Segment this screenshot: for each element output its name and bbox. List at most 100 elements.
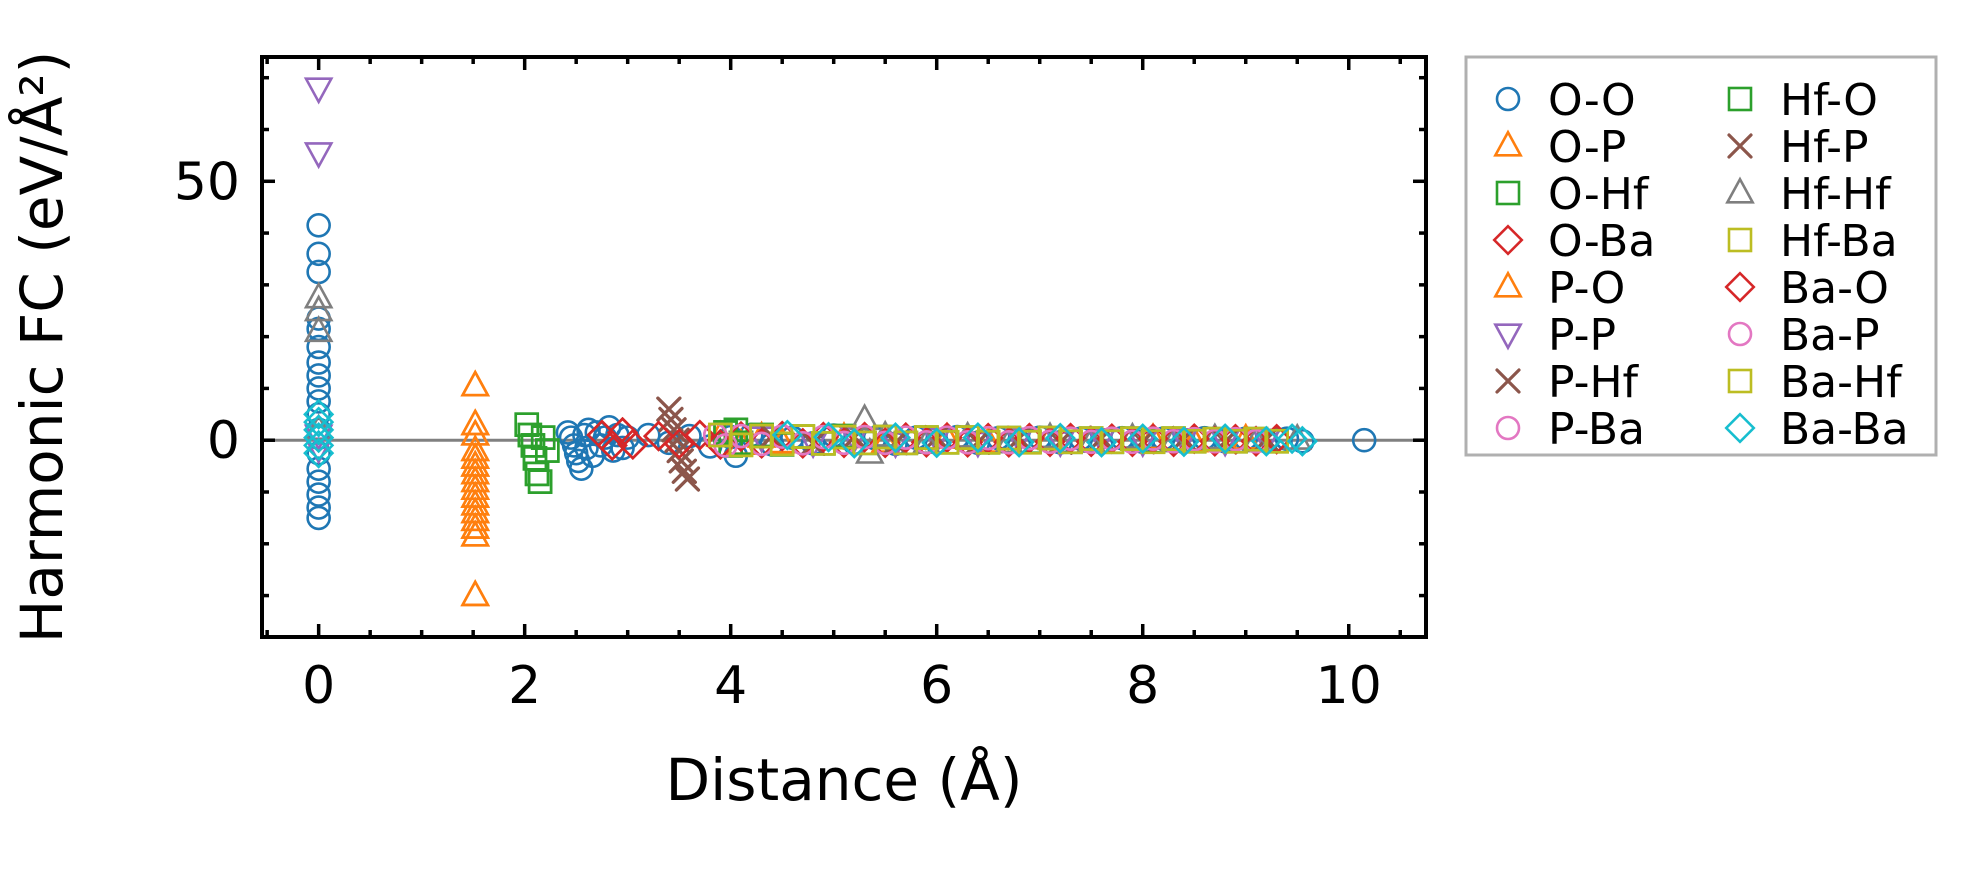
ticks: 0 2 4 6 8 10 0 50 [174,57,1426,716]
y-axis-title: Harmonic FC (eV/Å²) [7,51,76,644]
data-point [1140,429,1166,455]
data-point [1161,426,1186,451]
x-tick-label: 2 [508,656,541,716]
data-point [812,421,845,453]
data-point [1127,423,1159,455]
legend-label: O-Hf [1548,169,1650,220]
legend: O-O Hf-O O-P Hf-P O-Hf Hf-Hf O-Ba Hf-Ba P-O Ba-O P… [1464,55,1938,457]
legend-item-p-hf[interactable]: P-Hf [1495,357,1640,408]
axes-frame [260,55,1428,639]
x-tick-label: 6 [920,656,953,716]
data-point [306,213,331,238]
legend-item-p-p[interactable]: P-P [1493,310,1616,361]
legend-item-p-o[interactable]: P-O [1493,263,1625,314]
legend-item-hf-o[interactable]: Hf-O [1727,75,1878,126]
y-tick-label: 0 [207,411,240,471]
legend-label: P-Hf [1548,357,1640,408]
data-point [1099,429,1125,455]
data-point [1120,426,1145,451]
data-point [1078,426,1104,451]
x-axis-title: Distance (Å) [666,745,1023,814]
data-point [962,422,994,454]
legend-box [1464,55,1938,457]
data-point [460,511,491,539]
data-point [535,438,560,463]
legend-item-o-o[interactable]: O-O [1495,75,1636,126]
legend-marker-diamond-icon [1724,412,1756,444]
x-tick-label: 8 [1126,656,1159,716]
data-point [872,424,898,450]
legend-label: O-O [1548,75,1636,126]
data-point [1276,423,1308,455]
legend-item-hf-p[interactable]: Hf-P [1727,122,1869,173]
legend-marker-triangle-up-icon [1725,176,1755,204]
legend-label: P-O [1548,263,1625,314]
legend-item-hf-hf[interactable]: Hf-Hf [1725,169,1892,220]
legend-item-ba-hf[interactable]: Ba-Hf [1727,357,1903,408]
y-tick-label: 50 [174,152,240,212]
data-point [303,422,335,454]
legend-label: Ba-P [1780,310,1880,361]
data-point [306,389,331,414]
legend-label: P-Ba [1548,404,1645,455]
legend-marker-square-icon [1727,227,1753,253]
legend-item-o-ba[interactable]: O-Ba [1492,216,1655,267]
data-point [934,429,960,455]
data-point [1037,425,1063,451]
data-point [955,425,980,450]
legend-item-ba-o[interactable]: Ba-O [1724,263,1889,314]
legend-label: O-Ba [1548,216,1655,267]
legend-item-hf-ba[interactable]: Hf-Ba [1727,216,1898,267]
legend-item-p-ba[interactable]: P-Ba [1495,404,1645,455]
legend-marker-x-icon [1727,133,1753,159]
data-point [1168,426,1200,458]
legend-marker-triangle-up-icon [1493,270,1523,298]
legend-label: Ba-Ba [1780,404,1909,455]
legend-item-o-hf[interactable]: O-Hf [1495,169,1650,220]
data-point [921,427,953,459]
data-point [852,430,877,456]
x-tick-label: 10 [1316,656,1382,716]
data-point [460,579,491,607]
data-point [460,519,491,547]
data-point [303,406,335,438]
legend-label: Ba-O [1780,263,1889,314]
data-point [617,428,649,460]
data-point [1003,426,1035,458]
data-point [460,504,491,532]
legend-marker-x-icon [1495,368,1521,394]
data-point [303,77,334,105]
data-point [771,419,803,451]
legend-item-ba-p[interactable]: Ba-P [1727,310,1880,361]
data-point [306,363,331,388]
data-point [303,142,334,170]
data-point [1351,427,1377,453]
data-point [303,315,334,343]
series-ba-ba [303,398,1318,469]
data-point [879,422,912,454]
data-point [728,432,754,458]
plot-border [260,55,1428,639]
data-point [1085,426,1118,458]
x-tick-label: 0 [302,656,335,716]
legend-marker-diamond-icon [1724,271,1756,303]
data-point [1017,429,1042,455]
legend-item-o-p[interactable]: O-P [1493,122,1626,173]
data-point [306,482,331,507]
data-point [975,429,1001,455]
data-point [642,420,675,452]
legend-item-ba-ba[interactable]: Ba-Ba [1724,404,1909,455]
legend-marker-circle-icon [1495,86,1521,112]
legend-marker-triangle-up-icon [1493,129,1523,157]
legend-marker-diamond-icon [1492,224,1524,256]
data-point [1058,429,1083,455]
data-point [306,241,331,267]
data-point [914,425,939,450]
series-ba-hf [708,422,1289,458]
data-point [671,458,697,484]
data-point [530,425,556,450]
data-point [306,469,331,494]
data-point [306,334,331,360]
